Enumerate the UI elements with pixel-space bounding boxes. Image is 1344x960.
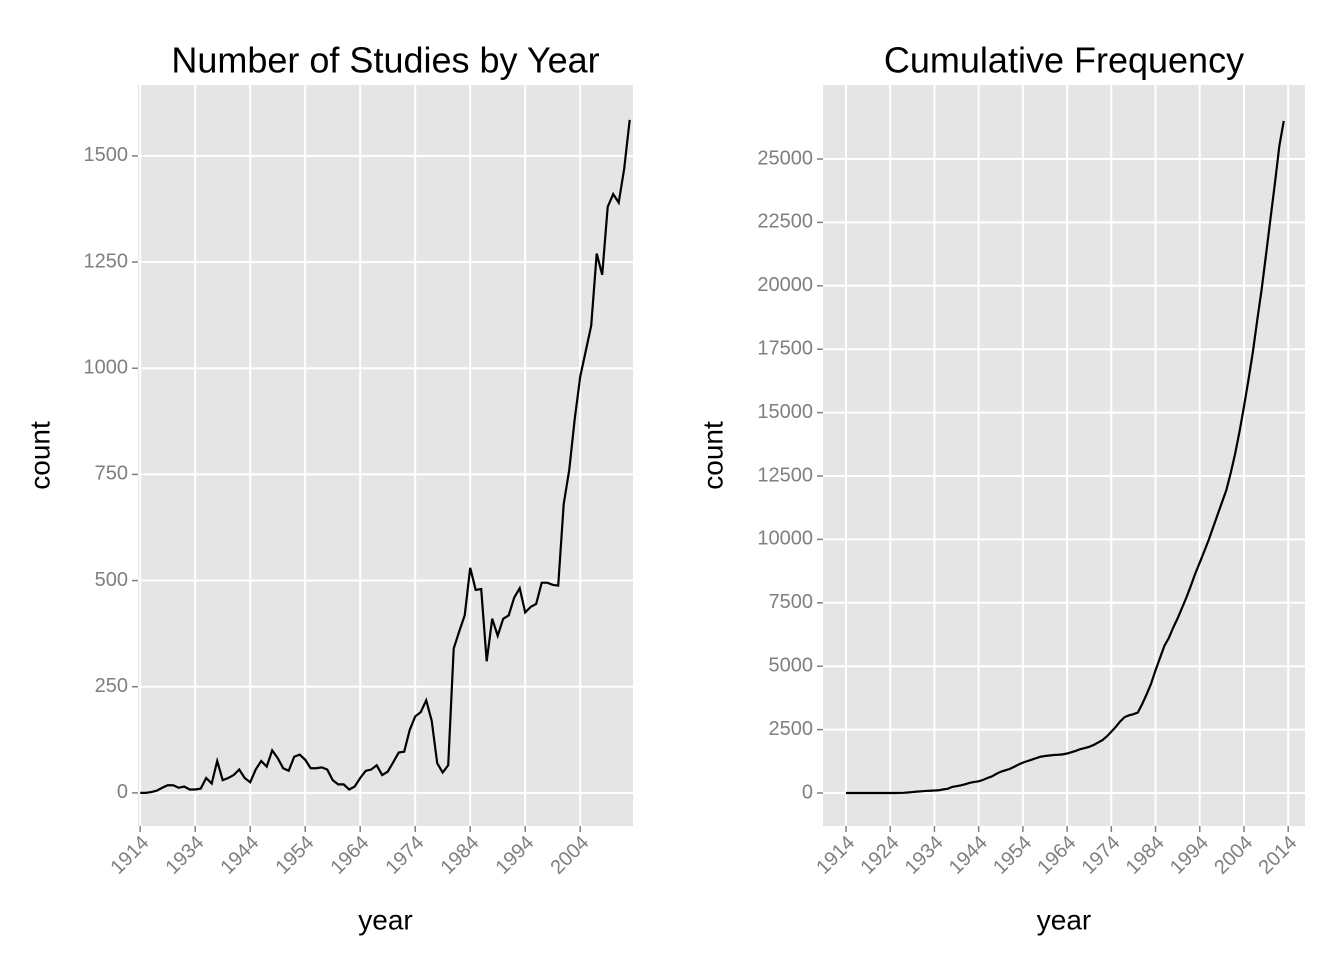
x-tick-label: 1944 [945, 832, 992, 879]
y-tick-label: 22500 [757, 211, 813, 233]
y-tick-label: 0 [802, 781, 813, 803]
panel: 0 2500 5000 7500 10000 12500 15000 17500 20000 22… [697, 40, 1305, 935]
y-tick-label: 1000 [84, 357, 129, 379]
y-tick-label: 1500 [84, 144, 129, 166]
y-tick-label: 17500 [757, 337, 813, 359]
y-tick-label: 15000 [757, 401, 813, 423]
y-tick-label: 12500 [757, 464, 813, 486]
x-tick-label: 1964 [326, 832, 373, 879]
data-line [140, 119, 631, 794]
x-tick-label: 1974 [1078, 832, 1125, 879]
x-tick-label: 1954 [989, 832, 1036, 879]
x-tick-label: 2014 [1254, 832, 1301, 879]
x-tick-label: 1944 [216, 832, 263, 879]
y-tick-label: 250 [95, 675, 128, 697]
x-tick-label: 1984 [1122, 832, 1169, 879]
x-tick-label: 1994 [1166, 832, 1213, 879]
y-tick-label: 25000 [757, 147, 813, 169]
chart-title: Number of Studies by Year [171, 40, 599, 81]
x-tick-label: 1914 [812, 832, 859, 879]
y-tick-label: 750 [95, 463, 128, 485]
y-axis-title: count [24, 421, 55, 490]
y-tick-label: 500 [95, 569, 128, 591]
x-tick-label: 1924 [856, 832, 903, 879]
y-tick-label: 0 [117, 781, 128, 803]
x-tick-label: 1914 [106, 832, 153, 879]
chart-title: Cumulative Frequency [884, 40, 1244, 81]
x-axis-title: year [358, 904, 412, 935]
y-axis-title: count [697, 421, 728, 490]
x-tick-label: 2004 [1210, 832, 1257, 879]
data-line [845, 120, 1285, 795]
x-tick-label: 2004 [546, 832, 593, 879]
y-tick-label: 1250 [84, 250, 129, 272]
x-tick-label: 1934 [161, 832, 208, 879]
x-tick-label: 1964 [1033, 832, 1080, 879]
y-tick-label: 7500 [769, 591, 814, 613]
y-tick-label: 5000 [769, 654, 814, 676]
plot-background [823, 85, 1305, 826]
x-tick-label: 1954 [271, 832, 318, 879]
x-tick-label: 1984 [436, 832, 483, 879]
x-tick-label: 1974 [381, 832, 428, 879]
y-tick-label: 10000 [757, 528, 813, 550]
x-tick-label: 1994 [491, 832, 538, 879]
plot-background [138, 85, 633, 826]
x-axis-title: year [1037, 904, 1091, 935]
x-tick-label: 1934 [901, 832, 948, 879]
y-tick-label: 2500 [769, 718, 814, 740]
y-tick-label: 20000 [757, 274, 813, 296]
